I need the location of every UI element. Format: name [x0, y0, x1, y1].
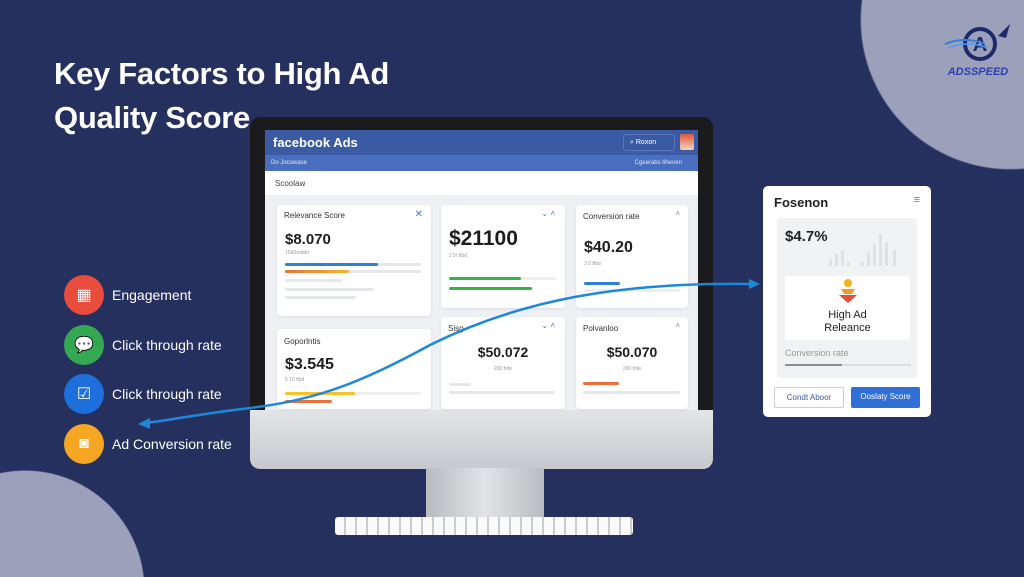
calendar-icon: ▦ — [64, 275, 104, 315]
camera-icon: ◙ — [64, 423, 104, 464]
card-spend[interactable]: ⌄ ˄ $21100 2 5I ftbd — [441, 205, 565, 308]
card-performance[interactable]: Polvanloo ˄ $50.070 200 frde — [576, 317, 688, 409]
card-title: Polvanloo — [583, 324, 619, 333]
metric-progress-track — [785, 364, 911, 366]
card-value: $21100 — [449, 227, 518, 250]
chevron-up-icon[interactable]: ˄ — [675, 321, 680, 330]
high-ad-relevance-badge: High Ad Releance — [785, 276, 910, 340]
card-title: Relevance Score — [284, 211, 345, 220]
factor-item: ◙ Ad Conversion rate — [64, 423, 232, 464]
chevron-toggle-icon[interactable]: ⌄ ˄ — [541, 321, 555, 330]
card-subtext: 3 0 ftbd — [584, 261, 601, 267]
card-title: Sisg — [448, 324, 464, 333]
card-relevance-score[interactable]: Relevance Score ✕ $8.070 15d0orbdd — [277, 205, 431, 316]
checkmark-icon: ☑ — [64, 374, 104, 414]
search-text: Roxon — [635, 139, 657, 146]
factor-label: Click through rate — [112, 386, 222, 402]
quality-score-button[interactable]: Ooslaty Score — [851, 387, 920, 408]
search-box[interactable]: ⌕ Roxon — [623, 134, 675, 151]
card-value: $8.070 — [285, 231, 331, 248]
keyboard — [335, 517, 633, 535]
title-line-1: Key Factors to High Ad — [54, 56, 390, 91]
arrowhead-right-icon — [749, 279, 760, 289]
settings-icon[interactable]: ✕ — [414, 209, 423, 220]
factor-label: Ad Conversion rate — [112, 435, 232, 452]
menu-icon[interactable]: ≡ — [913, 194, 920, 206]
card-value: $40.20 — [584, 239, 633, 256]
card-size[interactable]: Sisg ⌄ ˄ $50.072 200 frde — [441, 317, 565, 409]
sub-bar: Do Jocowase Cgeerabs tiheoen — [265, 155, 698, 171]
toolbar: Scoolaw — [265, 171, 698, 195]
card-subtext: 200 frde — [622, 366, 642, 372]
chat-icon: 💬 — [64, 324, 104, 365]
quality-panel: Fosenon ≡ $4.7% High Ad Releance Convers… — [763, 186, 931, 417]
search-icon: ⌕ — [630, 139, 636, 146]
card-value: $50.072 — [477, 344, 529, 360]
page-title: Key Factors to High Ad Quality Score — [54, 52, 389, 140]
badge-label: High Ad Releance — [824, 309, 871, 334]
logo-text: ADSSPEED — [947, 66, 1009, 78]
chevron-up-icon[interactable]: ˄ — [675, 209, 680, 218]
factor-item: 💬 Click through rate — [64, 324, 222, 365]
decor-circle-top-right — [860, 0, 1024, 170]
adsspeed-logo-icon: A — [944, 24, 1010, 61]
metric-progress-fill — [785, 364, 842, 366]
factor-label: Click through rate — [112, 336, 222, 353]
panel-value: $4.7% — [785, 228, 828, 245]
account-selector[interactable]: Do Jocowase — [271, 160, 308, 166]
card-subtext: 2 5I ftbd — [449, 253, 468, 259]
pyramid-icon — [838, 279, 857, 303]
app-header: facebook Ads ⌕ Roxon — [265, 130, 698, 155]
secondary-button[interactable]: Condt Aboor — [774, 387, 844, 408]
panel-title: Fosenon — [774, 195, 829, 210]
card-title: Conversion rate — [583, 212, 640, 221]
factor-label: Engagement — [112, 287, 192, 303]
avatar[interactable] — [680, 134, 694, 150]
card-title: Goporlntis — [284, 337, 321, 346]
card-value: $50.070 — [606, 344, 658, 360]
title-line-2: Quality Score — [54, 100, 250, 135]
factor-item: ▦ Engagement — [64, 275, 191, 315]
metric-label: Conversion rate — [785, 348, 849, 358]
monitor-chin — [250, 410, 713, 469]
card-subtext: 200 frde — [493, 366, 513, 372]
brand-logo: facebook Ads — [273, 135, 358, 150]
monitor-stand — [426, 468, 544, 520]
card-conversion-rate[interactable]: Conversion rate ˄ $40.20 3 0 ftbd — [576, 205, 688, 308]
mini-bar-chart — [829, 234, 896, 266]
subbar-right-link[interactable]: Cgeerabs tiheoen — [634, 160, 682, 166]
card-subtext: 15d0orbdd — [285, 250, 309, 256]
decor-circle-bottom-left — [0, 470, 145, 577]
card-subtext: 5 10 ftbd — [285, 377, 305, 383]
card-value: $3.545 — [285, 356, 334, 373]
panel-body: $4.7% High Ad Releance Conversion rate — [777, 218, 917, 378]
arrowhead-left-icon — [138, 418, 150, 429]
card-goals[interactable]: Goporlntis $3.545 5 10 ftbd — [277, 329, 431, 409]
dashboard-screen: facebook Ads ⌕ Roxon Do Jocowase Cgeerab… — [265, 130, 698, 410]
chevron-toggle-icon[interactable]: ⌄ ˄ — [541, 209, 555, 218]
factor-item: ☑ Click through rate — [64, 374, 222, 414]
